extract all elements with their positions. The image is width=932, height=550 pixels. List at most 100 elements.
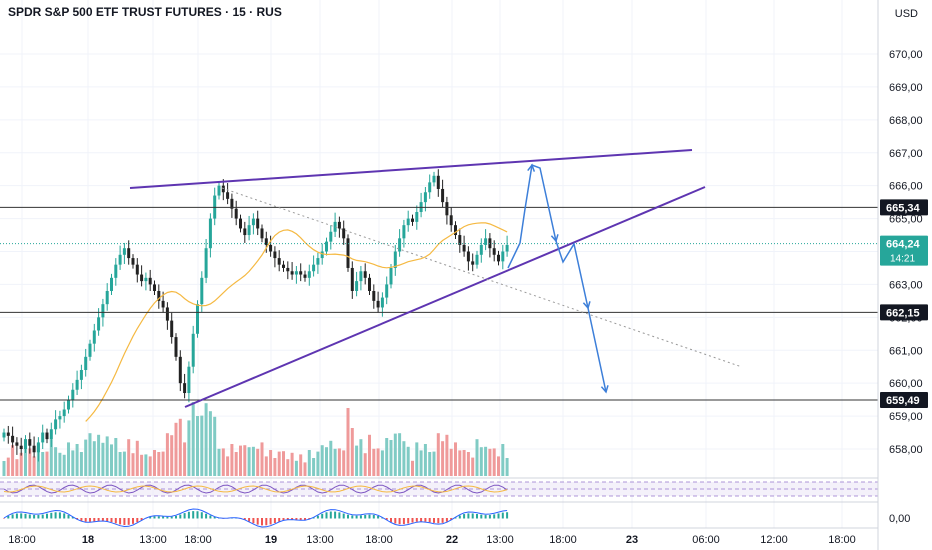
candle [445,202,449,216]
volume-bar [15,459,19,476]
macd-histogram-bar [41,514,44,519]
candle [122,248,126,255]
macd-histogram-bar [334,511,337,519]
candle [329,231,333,242]
candle [234,208,238,219]
candle [97,317,101,331]
volume-bar [428,452,432,476]
macd-histogram-bar [454,517,457,519]
price-tick-label: 658,00 [889,444,923,456]
macd-histogram-bar [196,511,199,519]
candle [264,238,268,245]
macd-histogram-bar [162,516,165,519]
macd-histogram-bar [377,515,380,519]
candle [11,435,15,443]
macd-histogram-bar [347,514,349,519]
candle [337,221,341,229]
volume-bar [127,439,131,476]
volume-bar [88,433,92,476]
chart-title: SPDR S&P 500 ETF TRUST FUTURES · 15 · RU… [8,5,282,19]
macd-histogram-bar [437,518,440,524]
macd-histogram-bar [71,517,74,519]
volume-bar [415,442,419,476]
time-tick-label: 18:00 [8,534,36,546]
candle [415,212,419,222]
macd-histogram-bar [359,515,362,519]
macd-histogram-bar [248,518,251,522]
volume-bar [101,442,105,476]
lower-trend-line [184,186,706,408]
candle [346,238,350,268]
candle [247,225,251,236]
volume-bar [260,442,264,476]
volume-bar [196,416,199,476]
volume-bar [501,444,505,476]
candle [2,432,6,438]
candle [355,281,359,291]
volume-bar [213,416,217,476]
volume-bar [118,452,122,476]
volume-bar [299,454,303,476]
projection-arrowhead [582,301,591,310]
candle [41,432,45,443]
candle [144,277,148,282]
candle [320,251,324,259]
macd-histogram-bar [321,513,324,519]
volume-bar [49,439,53,476]
volume-bar [247,447,251,476]
candle [183,383,187,394]
macd-histogram-bar [63,513,66,519]
oscillator-tick-label: 0,00 [889,513,910,525]
volume-bar [239,445,242,476]
macd-histogram-bar [368,514,371,519]
volume-bar [273,458,277,476]
volume-bar [484,446,488,476]
candle [118,254,122,265]
macd-histogram-bar [166,516,169,519]
price-axis: 670,00 669,00 668,00 667,00 666,00 665,00 663,… [877,0,928,550]
volume-bar [191,402,195,476]
macd-histogram-bar [364,514,367,519]
candle [423,192,427,203]
macd-histogram-bar [398,518,401,525]
projection-arrowhead [527,163,536,172]
volume-bar [303,462,307,476]
macd-histogram-bar [136,518,139,523]
dotted-trend-line [221,187,743,368]
candle [79,370,83,380]
time-tick-label: 18 [82,534,94,546]
macd-histogram-bar [424,518,427,522]
volume-bar [58,452,62,476]
macd-histogram-bar [175,515,177,519]
macd-histogram-bar [329,511,332,519]
macd-histogram-bar [261,518,263,526]
volume-bar [449,448,453,476]
volume-bar [436,433,440,476]
ma-line [85,222,508,422]
macd-histogram-bar [132,518,134,524]
macd-histogram-bar [200,512,203,519]
macd-histogram-bar [213,516,216,519]
projection-arrowhead [600,385,609,394]
candle [389,267,393,285]
macd-histogram-bar [415,518,418,522]
candle [84,356,88,370]
volume-bar [178,418,182,476]
macd-histogram-bar [28,514,31,519]
candle [114,264,118,278]
time-tick-label: 18:00 [184,534,212,546]
macd-histogram-bar [252,518,255,524]
candle [131,258,135,265]
macd-histogram-bar [187,511,190,519]
candle [36,442,40,453]
time-tick-label: 18:00 [365,534,393,546]
candle [71,389,75,400]
candle [135,264,139,275]
volume-bar [144,454,148,476]
candle [436,175,440,189]
candle [277,258,281,265]
candle [484,238,488,245]
candle [204,248,208,278]
